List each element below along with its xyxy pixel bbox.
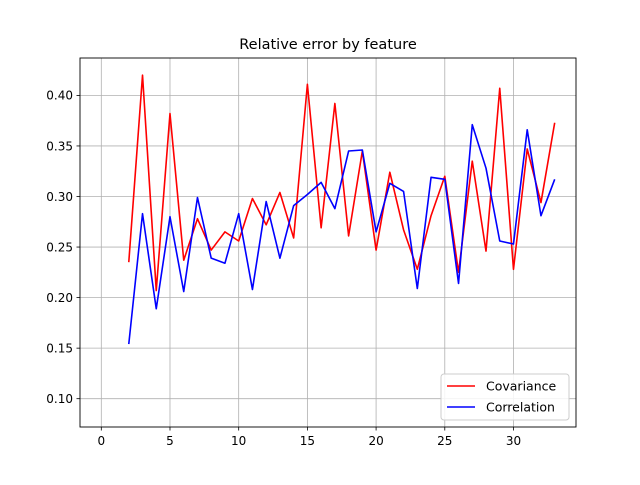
- grid: [80, 58, 576, 427]
- legend-label-correlation: Correlation: [486, 400, 555, 415]
- x-tick-label: 10: [231, 434, 246, 448]
- series-line-correlation: [127, 123, 556, 345]
- x-tick-label: 15: [300, 434, 315, 448]
- y-tick-label: 0.10: [46, 392, 73, 406]
- legend-label-covariance: Covariance: [486, 379, 557, 394]
- x-tick-label: 5: [166, 434, 174, 448]
- y-tick-label: 0.20: [46, 291, 73, 305]
- x-tick-label: 30: [506, 434, 521, 448]
- y-tick-label: 0.30: [46, 190, 73, 204]
- x-tick-label: 25: [437, 434, 452, 448]
- y-tick-label: 0.15: [46, 341, 73, 355]
- x-tick-label: 20: [368, 434, 383, 448]
- series-lines: [127, 74, 556, 345]
- y-tick-label: 0.35: [46, 139, 73, 153]
- y-tick-label: 0.40: [46, 89, 73, 103]
- series-line-covariance: [127, 74, 556, 292]
- axis-ticks: 0 5 10 15 20 25 30 0.10 0.15 0.20 0.25 0.30 0.35 0.40: [46, 89, 521, 448]
- x-tick-label: 0: [97, 434, 105, 448]
- plot-frame: [79, 57, 577, 428]
- legend: Covariance Correlation: [440, 373, 570, 421]
- y-tick-label: 0.25: [46, 240, 73, 254]
- chart-title: Relative error by feature: [239, 37, 417, 53]
